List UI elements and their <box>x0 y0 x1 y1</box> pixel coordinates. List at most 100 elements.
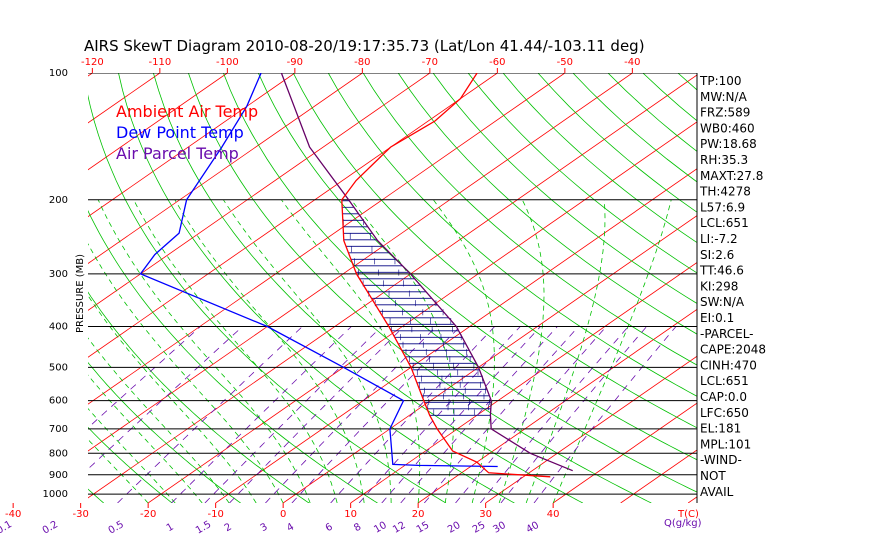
dry-adiabat-line <box>467 73 697 274</box>
dry-adiabat-lines <box>88 73 870 503</box>
isotherm-line <box>350 261 697 503</box>
pressure-tick-label: 600 <box>49 396 68 407</box>
mixing-ratio-tick-label: 3 <box>259 521 270 534</box>
mixing-ratio-lines <box>88 326 677 503</box>
top-temp-tick-label: -110 <box>149 57 172 68</box>
mixing-ratio-tick-label: 30 <box>491 520 508 536</box>
dry-adiabat-line <box>362 73 697 366</box>
dry-adiabat-line <box>118 73 515 503</box>
dry-adiabat-line <box>88 426 173 503</box>
stability-index: CINH:470 <box>700 358 757 372</box>
top-temp-tick-label: -40 <box>624 57 640 68</box>
dry-adiabat-line <box>853 73 870 503</box>
stability-index: FRZ:589 <box>700 106 750 120</box>
mixing-ratio-tick-label: 25 <box>471 520 488 536</box>
mixing-ratio-tick-label: 15 <box>415 520 432 536</box>
stability-index: TP:100 <box>699 74 742 88</box>
pressure-tick-label: 400 <box>49 322 68 333</box>
isotherm-line <box>88 74 697 499</box>
bottom-temp-tick-label: 40 <box>547 509 560 520</box>
dry-adiabat-line <box>88 210 378 503</box>
stability-index: NOT <box>700 469 726 483</box>
temperature-profile-line <box>341 73 551 478</box>
profile-lines <box>139 73 573 478</box>
bottom-temp-tick-label: -40 <box>5 509 21 520</box>
mixing-ratio-line <box>330 326 495 503</box>
dry-adiabat-line <box>748 73 870 503</box>
mixing-ratio-unit-label: Q(g/kg) <box>664 518 702 529</box>
dry-adiabat-line <box>432 73 697 304</box>
top-temp-tick-label: -100 <box>216 57 239 68</box>
stability-index: EL:181 <box>700 422 741 436</box>
mixing-ratio-line <box>424 326 579 503</box>
stability-index: L57:6.9 <box>700 200 745 214</box>
isotherm-line <box>88 73 228 171</box>
mixing-ratio-tick-label: 1 <box>165 521 176 534</box>
chart-title: AIRS SkewT Diagram 2010-08-20/19:17:35.7… <box>84 37 645 55</box>
dry-adiabat-line <box>327 73 697 397</box>
mixing-ratio-line <box>400 326 558 503</box>
pressure-tick-label: 800 <box>49 448 68 459</box>
isotherm-line <box>417 308 697 503</box>
stability-index: -WIND- <box>700 453 742 467</box>
bottom-temp-tick-label: -30 <box>72 509 88 520</box>
mixing-ratio-line <box>117 326 303 503</box>
pressure-tick-label: 900 <box>49 470 68 481</box>
mixing-ratio-line <box>533 326 677 503</box>
isotherm-line <box>88 73 431 311</box>
moist-adiabat-line <box>88 243 284 503</box>
dry-adiabat-line <box>502 73 697 244</box>
isobar-lines <box>88 73 697 495</box>
dry-adiabat-line <box>223 73 697 493</box>
mixing-ratio-line <box>88 326 201 429</box>
dry-adiabat-line <box>153 73 583 503</box>
temp-unit-label: T(C) <box>677 509 699 520</box>
moist-adiabat-line <box>88 374 203 503</box>
mixing-ratio-line <box>455 326 607 503</box>
isotherm-line <box>0 73 25 503</box>
isotherm-line <box>552 402 697 503</box>
stability-index: -PARCEL- <box>700 327 754 341</box>
mixing-ratio-tick-label: 10 <box>372 520 389 536</box>
stability-index: TH:4278 <box>699 185 751 199</box>
moist-adiabat-line <box>552 199 672 503</box>
dry-adiabat-line <box>292 73 697 429</box>
stability-index: PW:18.68 <box>700 137 757 151</box>
dry-adiabat-line <box>88 94 447 503</box>
pressure-tick-label: 200 <box>49 195 68 206</box>
isotherm-line <box>147 121 697 503</box>
top-temp-tick-label: -90 <box>287 57 303 68</box>
dry-adiabat-line <box>188 73 652 503</box>
stability-index: TT:46.6 <box>699 264 744 278</box>
stability-index: KI:298 <box>700 279 738 293</box>
plot-area <box>0 73 870 503</box>
legend-item-1: Ambient Air Temp <box>116 102 258 121</box>
mixing-ratio-tick-label: 20 <box>446 520 463 536</box>
legend-item-3: Air Parcel Temp <box>116 144 239 163</box>
stability-index: AVAIL <box>700 485 734 499</box>
moist-adiabat-line <box>133 199 338 503</box>
mixing-ratio-line <box>265 326 437 503</box>
bottom-temp-tick-label: 30 <box>479 509 492 520</box>
dry-adiabat-line <box>818 73 870 503</box>
bottom-temp-tick-label: -10 <box>207 509 223 520</box>
bottom-temp-tick-label: 10 <box>344 509 357 520</box>
top-temp-tick-label: -80 <box>354 57 370 68</box>
stability-index: EI:0.1 <box>700 311 734 325</box>
legend-item-2: Dew Point Temp <box>116 123 244 142</box>
legend: Ambient Air Temp Dew Point Temp Air Parcel… <box>116 102 258 163</box>
mixing-ratio-tick-label: 0.1 <box>0 519 14 536</box>
stability-index: CAPE:2048 <box>700 343 766 357</box>
mixing-ratio-tick-label: 0.2 <box>41 519 60 536</box>
mixing-ratio-line <box>500 326 648 503</box>
mixing-ratio-tick-label: 8 <box>352 521 363 534</box>
dry-adiabat-line <box>88 488 104 503</box>
top-temp-tick-label: -60 <box>489 57 505 68</box>
mixing-ratio-line <box>381 326 541 503</box>
dry-adiabat-line <box>783 73 870 503</box>
moist-adiabat-line <box>88 407 176 503</box>
moist-adiabat-line <box>350 199 454 503</box>
mixing-ratio-tick-label: 40 <box>525 520 542 536</box>
moist-adiabat-lines <box>88 199 672 503</box>
